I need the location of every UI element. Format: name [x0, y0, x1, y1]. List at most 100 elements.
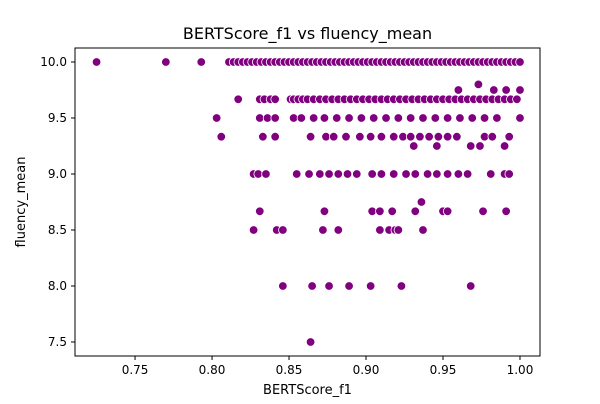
data-point: [499, 141, 510, 151]
data-point: [433, 131, 444, 142]
data-point: [304, 169, 314, 179]
data-point: [91, 57, 102, 67]
data-point: [432, 141, 442, 151]
chart-title: BERTScore_f1 vs fluency_mean: [183, 24, 432, 44]
data-point: [367, 169, 377, 179]
data-point: [410, 169, 420, 179]
data-point: [248, 225, 259, 235]
data-point: [389, 169, 399, 179]
data-point: [261, 169, 271, 179]
data-point: [305, 131, 316, 142]
data-point: [501, 85, 511, 95]
x-tick-label: 0.85: [276, 363, 303, 377]
data-point: [401, 169, 411, 179]
data-point: [376, 169, 387, 179]
y-axis-label: fluency_mean: [14, 157, 29, 248]
data-point: [396, 281, 407, 291]
x-tick-label: 0.80: [199, 363, 226, 377]
data-point: [381, 113, 391, 123]
data-point: [344, 113, 354, 123]
data-point: [466, 141, 476, 151]
y-tick-label: 10.0: [40, 55, 67, 69]
data-point: [515, 57, 525, 67]
data-point: [375, 206, 385, 217]
data-point: [418, 113, 428, 123]
data-point: [333, 225, 343, 235]
data-point: [416, 197, 427, 207]
data-point: [365, 281, 376, 291]
x-axis-ticks: 0.75 0.80 0.85 0.90 0.95 1.00: [122, 356, 533, 377]
data-point: [405, 113, 416, 123]
data-point: [442, 169, 453, 179]
data-point: [319, 206, 330, 217]
data-point: [410, 206, 420, 217]
data-point: [324, 169, 334, 179]
data-point: [305, 337, 316, 347]
data-point: [452, 131, 462, 142]
data-point: [387, 206, 397, 217]
data-point: [278, 281, 288, 291]
x-tick-label: 0.75: [122, 363, 149, 377]
data-points: [91, 57, 525, 347]
data-point: [307, 281, 317, 291]
data-point: [432, 169, 442, 179]
data-point: [424, 131, 434, 142]
data-point: [422, 169, 433, 179]
data-point: [355, 131, 365, 142]
data-point: [333, 169, 343, 179]
y-axis-ticks: 7.5 8.0 8.5 9.0 9.5 10.0: [40, 55, 75, 349]
data-point: [504, 131, 514, 142]
data-point: [486, 169, 496, 179]
data-point: [270, 131, 280, 142]
data-point: [455, 113, 465, 123]
x-tick-label: 0.95: [430, 363, 457, 377]
data-point: [365, 131, 376, 142]
x-axis-label: BERTScore_f1: [263, 383, 352, 398]
data-point: [409, 141, 419, 151]
data-point: [479, 113, 490, 123]
data-point: [515, 113, 525, 123]
data-point: [430, 113, 441, 123]
data-point: [453, 169, 464, 179]
data-point: [512, 94, 522, 105]
data-point: [453, 85, 464, 95]
data-point: [211, 113, 222, 123]
data-point: [492, 113, 502, 123]
data-point: [328, 131, 339, 142]
data-point: [442, 113, 453, 123]
data-point: [315, 169, 325, 179]
data-point: [442, 206, 453, 217]
data-point: [342, 169, 353, 179]
data-point: [196, 57, 206, 67]
data-point: [478, 206, 488, 217]
y-tick-label: 8.0: [48, 279, 67, 293]
data-point: [332, 113, 342, 123]
data-point: [161, 57, 171, 67]
data-point: [296, 113, 307, 123]
data-point: [292, 169, 302, 179]
data-point: [308, 113, 319, 123]
data-point: [442, 131, 453, 142]
data-point: [341, 131, 351, 142]
x-tick-label: 0.90: [353, 363, 380, 377]
data-point: [369, 113, 379, 123]
data-point: [475, 141, 485, 151]
y-tick-label: 9.5: [48, 111, 67, 125]
data-point: [324, 281, 334, 291]
data-point: [319, 113, 330, 123]
data-point: [466, 281, 476, 291]
data-point: [504, 169, 514, 179]
data-point: [389, 131, 399, 142]
data-point: [418, 225, 428, 235]
data-point: [405, 131, 416, 142]
data-point: [487, 131, 497, 142]
data-point: [216, 131, 226, 142]
y-tick-label: 9.0: [48, 167, 67, 181]
data-point: [258, 131, 268, 142]
data-point: [318, 225, 328, 235]
y-tick-label: 8.5: [48, 223, 67, 237]
data-point: [344, 281, 354, 291]
